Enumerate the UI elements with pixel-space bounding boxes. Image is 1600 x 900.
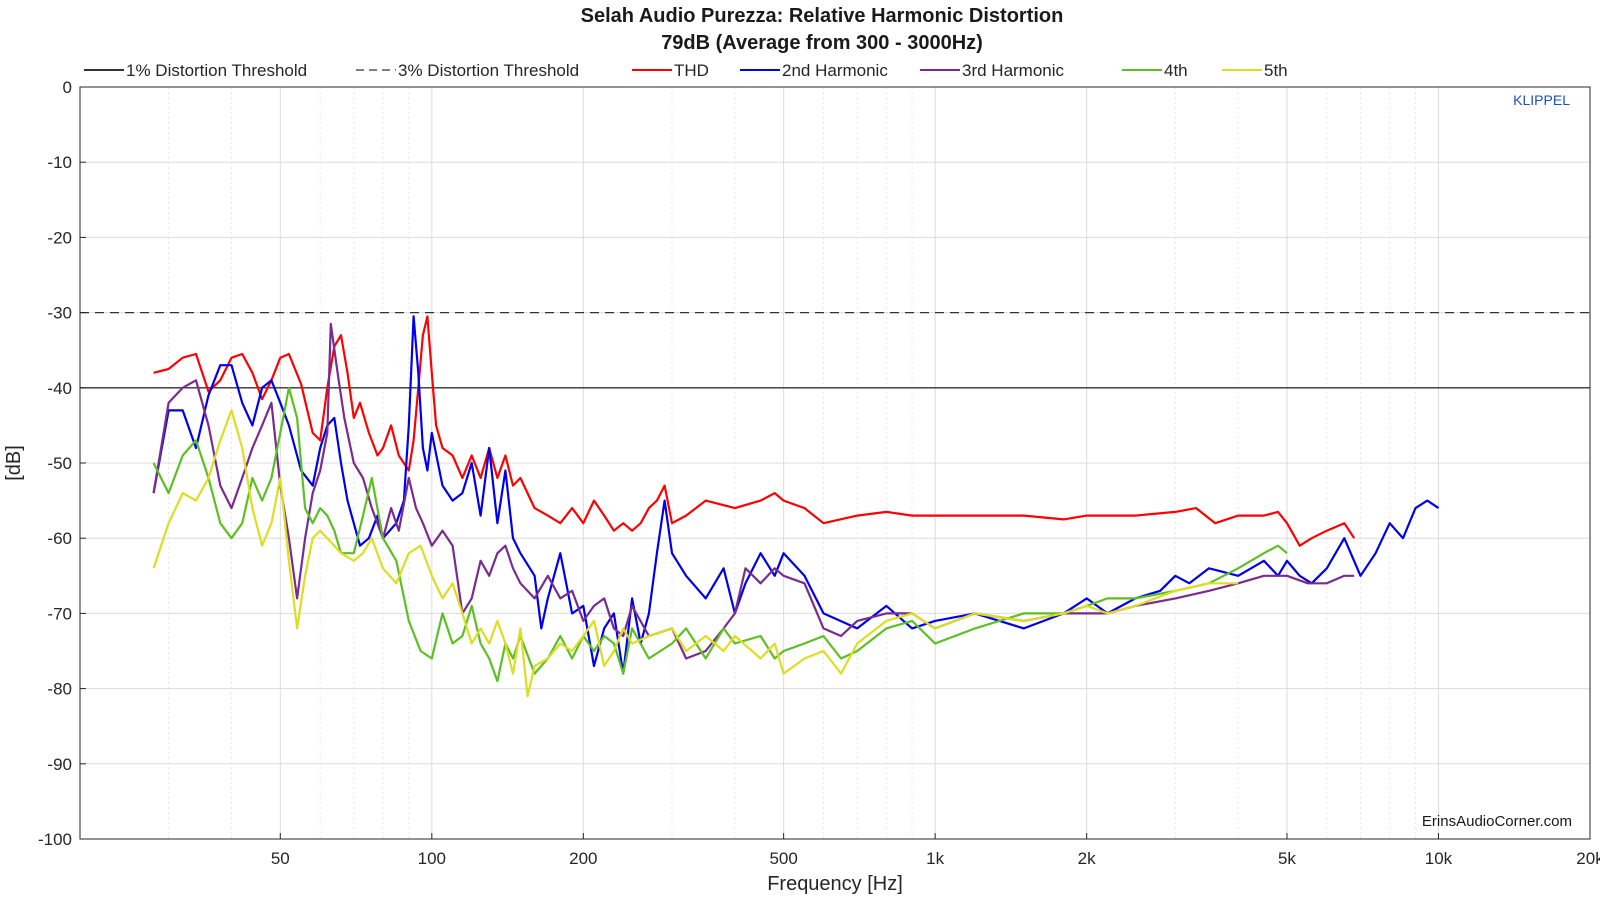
x-tick-label: 5k [1278, 849, 1296, 868]
series-line [153, 315, 1356, 547]
y-tick-label: -100 [38, 830, 72, 849]
x-tick-label: 50 [271, 849, 290, 868]
grid [80, 87, 1590, 839]
x-axis-label: Frequency [Hz] [767, 873, 903, 895]
legend-label: THD [674, 61, 709, 80]
y-axis-ticks: 0 -10 -20 -30 -40 -50 -60 -70 -80 -90 -100 [38, 78, 86, 849]
watermark-label: ErinsAudioCorner.com [1422, 813, 1572, 830]
y-tick-label: -10 [47, 153, 72, 172]
x-tick-label: 20k [1576, 849, 1600, 868]
x-tick-label: 1k [926, 849, 944, 868]
y-tick-label: 0 [63, 78, 72, 97]
legend-label: 5th [1264, 61, 1288, 80]
chart-subtitle: 79dB (Average from 300 - 3000Hz) [661, 32, 983, 54]
y-tick-label: -60 [47, 529, 72, 548]
y-axis-label: [dB] [3, 445, 25, 481]
y-tick-label: -20 [47, 228, 72, 247]
legend: 1% Distortion Threshold 3% Distortion Thr… [84, 61, 1288, 80]
series-line [152, 409, 1239, 698]
brand-label: KLIPPEL [1513, 92, 1570, 108]
x-tick-label: 2k [1078, 849, 1096, 868]
y-tick-label: -90 [47, 755, 72, 774]
x-axis-ticks: 50 100 200 500 1k 2k 5k 10k 20k [271, 833, 1600, 868]
legend-label: 3% Distortion Threshold [398, 61, 579, 80]
data-series [152, 315, 1440, 698]
x-tick-label: 500 [769, 849, 797, 868]
y-tick-label: -70 [47, 604, 72, 623]
threshold-lines [80, 311, 1590, 389]
legend-label: 4th [1164, 61, 1188, 80]
y-tick-label: -50 [47, 454, 72, 473]
legend-label: 2nd Harmonic [782, 61, 888, 80]
x-tick-label: 100 [418, 849, 446, 868]
chart-title: Selah Audio Purezza: Relative Harmonic D… [581, 5, 1064, 27]
x-tick-label: 10k [1425, 849, 1453, 868]
y-tick-label: -30 [47, 304, 72, 323]
series-line [152, 386, 1288, 683]
y-tick-label: -80 [47, 680, 72, 699]
legend-label: 3rd Harmonic [962, 61, 1065, 80]
y-tick-label: -40 [47, 379, 72, 398]
legend-label: 1% Distortion Threshold [126, 61, 307, 80]
x-tick-label: 200 [569, 849, 597, 868]
